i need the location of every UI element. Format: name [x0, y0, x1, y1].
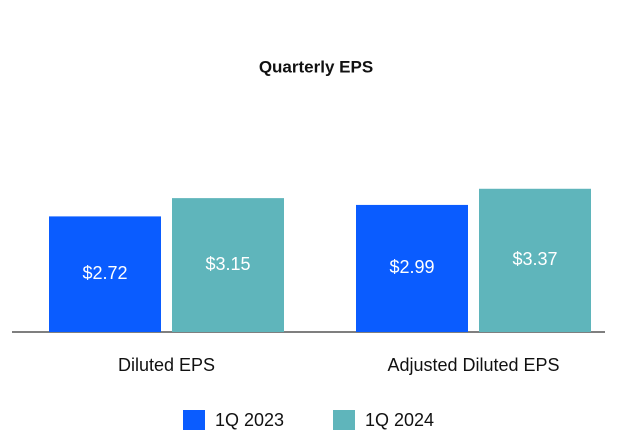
x-tick-label: Diluted EPS [118, 355, 215, 375]
bar [479, 188, 591, 332]
legend-swatch [183, 410, 205, 430]
legend-swatch [333, 410, 355, 430]
bar [172, 198, 284, 332]
value-label: $3.15 [205, 254, 250, 274]
value-label: $3.37 [512, 249, 557, 269]
legend-label: 1Q 2024 [365, 410, 434, 430]
x-tick-label: Adjusted Diluted EPS [387, 355, 559, 375]
value-label: $2.72 [82, 263, 127, 283]
chart-title: Quarterly EPS [259, 57, 373, 76]
bar [49, 216, 161, 332]
legend-label: 1Q 2023 [215, 410, 284, 430]
value-label: $2.99 [389, 257, 434, 277]
bar [356, 204, 468, 332]
